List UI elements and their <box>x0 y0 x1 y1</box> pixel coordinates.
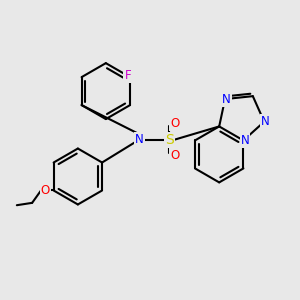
Text: N: N <box>222 93 231 106</box>
Text: S: S <box>165 133 173 147</box>
Text: O: O <box>170 149 180 162</box>
Text: O: O <box>41 184 50 197</box>
Text: O: O <box>170 117 180 130</box>
Text: N: N <box>241 134 249 147</box>
Text: N: N <box>261 115 270 128</box>
Text: F: F <box>124 69 131 82</box>
Text: N: N <box>135 133 144 146</box>
